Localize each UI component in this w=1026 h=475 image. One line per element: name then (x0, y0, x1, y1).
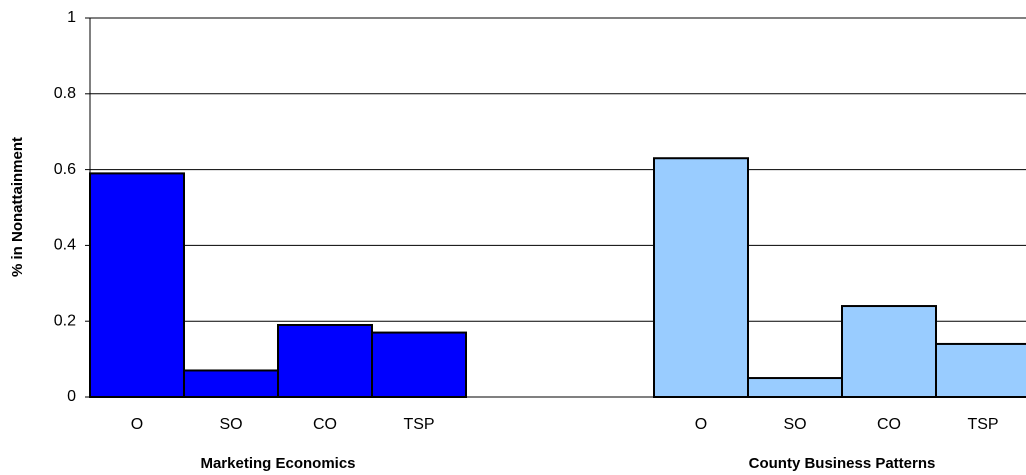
y-axis-title: % in Nonattainment (9, 137, 26, 277)
x-tick-label: TSP (967, 416, 998, 433)
y-tick-label: 0.6 (54, 161, 76, 178)
x-tick-label: CO (313, 416, 337, 433)
bar (277, 323, 373, 398)
group-label: Marketing Economics (200, 455, 355, 472)
bar (747, 377, 843, 398)
y-tick-label: 0.8 (54, 85, 76, 102)
bar (183, 369, 279, 399)
x-tick-label: TSP (403, 416, 434, 433)
x-tick-label: O (695, 416, 707, 433)
bar (841, 305, 937, 399)
y-tick-label: 0 (67, 388, 76, 405)
group-label: County Business Patterns (749, 455, 936, 472)
y-tick-label: 1 (67, 9, 76, 26)
x-tick-label: O (131, 416, 143, 433)
bar (89, 172, 185, 398)
x-tick-label: SO (783, 416, 806, 433)
y-tick-label: 0.4 (54, 237, 76, 254)
bar (653, 157, 749, 398)
y-tick-label: 0.2 (54, 312, 76, 329)
x-tick-label: SO (219, 416, 242, 433)
bar (935, 342, 1026, 399)
x-tick-label: CO (877, 416, 901, 433)
bar (371, 331, 467, 399)
